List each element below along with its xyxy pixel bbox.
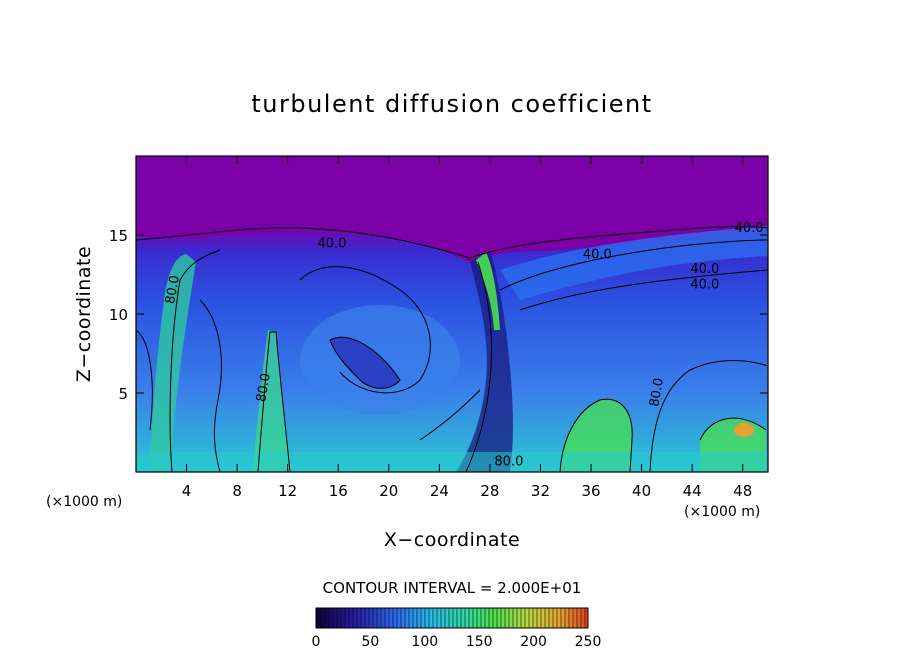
colorbar-frame xyxy=(315,607,589,629)
contour-label: 40.0 xyxy=(583,248,612,263)
y-tick-label: 15 xyxy=(109,227,128,245)
colorbar-tick-label: 150 xyxy=(466,634,493,650)
contour-line xyxy=(169,249,221,472)
contour-line xyxy=(699,417,767,441)
x-tick-label: 32 xyxy=(531,482,550,500)
contour-label: 80.0 xyxy=(494,455,523,470)
colorbar-stripes xyxy=(316,608,588,628)
y-axis-ticks: 5 10 15 xyxy=(109,227,768,403)
y-axis-label: Z−coordinate xyxy=(73,246,95,382)
contour-line xyxy=(136,329,153,431)
contour-line xyxy=(559,398,633,472)
contour-line xyxy=(199,299,222,472)
contour-line xyxy=(299,266,431,394)
turbulent-column xyxy=(456,250,513,472)
contour-labels: 40.080.080.080.080.040.040.040.040.0 xyxy=(163,221,763,470)
x-tick-label: 28 xyxy=(480,482,499,500)
x-tick-label: 40 xyxy=(632,482,651,500)
colorbar-tick-label: 200 xyxy=(520,634,547,650)
x-tick-label: 48 xyxy=(733,482,752,500)
heatmap-field: 40.080.080.080.080.040.040.040.040.0 xyxy=(136,156,768,472)
contour-interval-text: CONTOUR INTERVAL = 2.000E+01 xyxy=(323,579,582,597)
colorbar-ticks: 0 50 100 150 200 250 xyxy=(312,634,602,650)
x-axis-ticks: 4 8 12 16 20 24 28 32 36 40 44 48 xyxy=(182,156,752,500)
contour-line xyxy=(499,239,768,291)
x-tick-label: 24 xyxy=(430,482,449,500)
hot-spot xyxy=(734,423,754,437)
contour-line xyxy=(519,269,768,311)
x-tick-label: 8 xyxy=(232,482,242,500)
contour-label: 40.0 xyxy=(690,278,719,293)
x-tick-label: 4 xyxy=(182,482,192,500)
contour-line xyxy=(419,389,481,441)
bottom-strip xyxy=(136,452,768,472)
contour-label: 40.0 xyxy=(317,237,346,252)
x-unit-right: (×1000 m) xyxy=(684,504,760,520)
contour-line xyxy=(329,336,401,389)
x-tick-label: 36 xyxy=(581,482,600,500)
contour-line xyxy=(257,331,291,472)
right-band xyxy=(500,226,768,300)
central-plume xyxy=(252,330,292,472)
x-tick-label: 20 xyxy=(379,482,398,500)
contour-lines xyxy=(136,226,768,472)
x-tick-label: 16 xyxy=(329,482,348,500)
x-unit-left: (×1000 m) xyxy=(46,494,122,510)
colorbar-tick-label: 50 xyxy=(361,634,379,650)
colorbar-tick-label: 0 xyxy=(312,634,321,650)
contour-line xyxy=(465,261,492,472)
chart-title: turbulent diffusion coefficient xyxy=(251,90,652,118)
left-plume xyxy=(150,254,196,472)
x-tick-label: 44 xyxy=(683,482,702,500)
contour-line xyxy=(136,226,768,259)
contour-label: 80.0 xyxy=(647,377,667,408)
colorbar-tick-label: 100 xyxy=(411,634,438,650)
x-axis-label: X−coordinate xyxy=(384,529,520,551)
y-tick-label: 10 xyxy=(109,306,128,324)
turbulent-column-green xyxy=(476,252,500,330)
contour-label: 80.0 xyxy=(163,274,183,305)
swirl-dark xyxy=(330,337,400,389)
contour-line xyxy=(649,360,768,472)
colorbar-tick-label: 250 xyxy=(575,634,602,650)
x-tick-label: 12 xyxy=(278,482,297,500)
contour-label: 40.0 xyxy=(735,221,764,236)
contour-label: 80.0 xyxy=(254,372,274,403)
y-tick-label: 5 xyxy=(118,385,128,403)
contour-label: 40.0 xyxy=(690,262,719,277)
